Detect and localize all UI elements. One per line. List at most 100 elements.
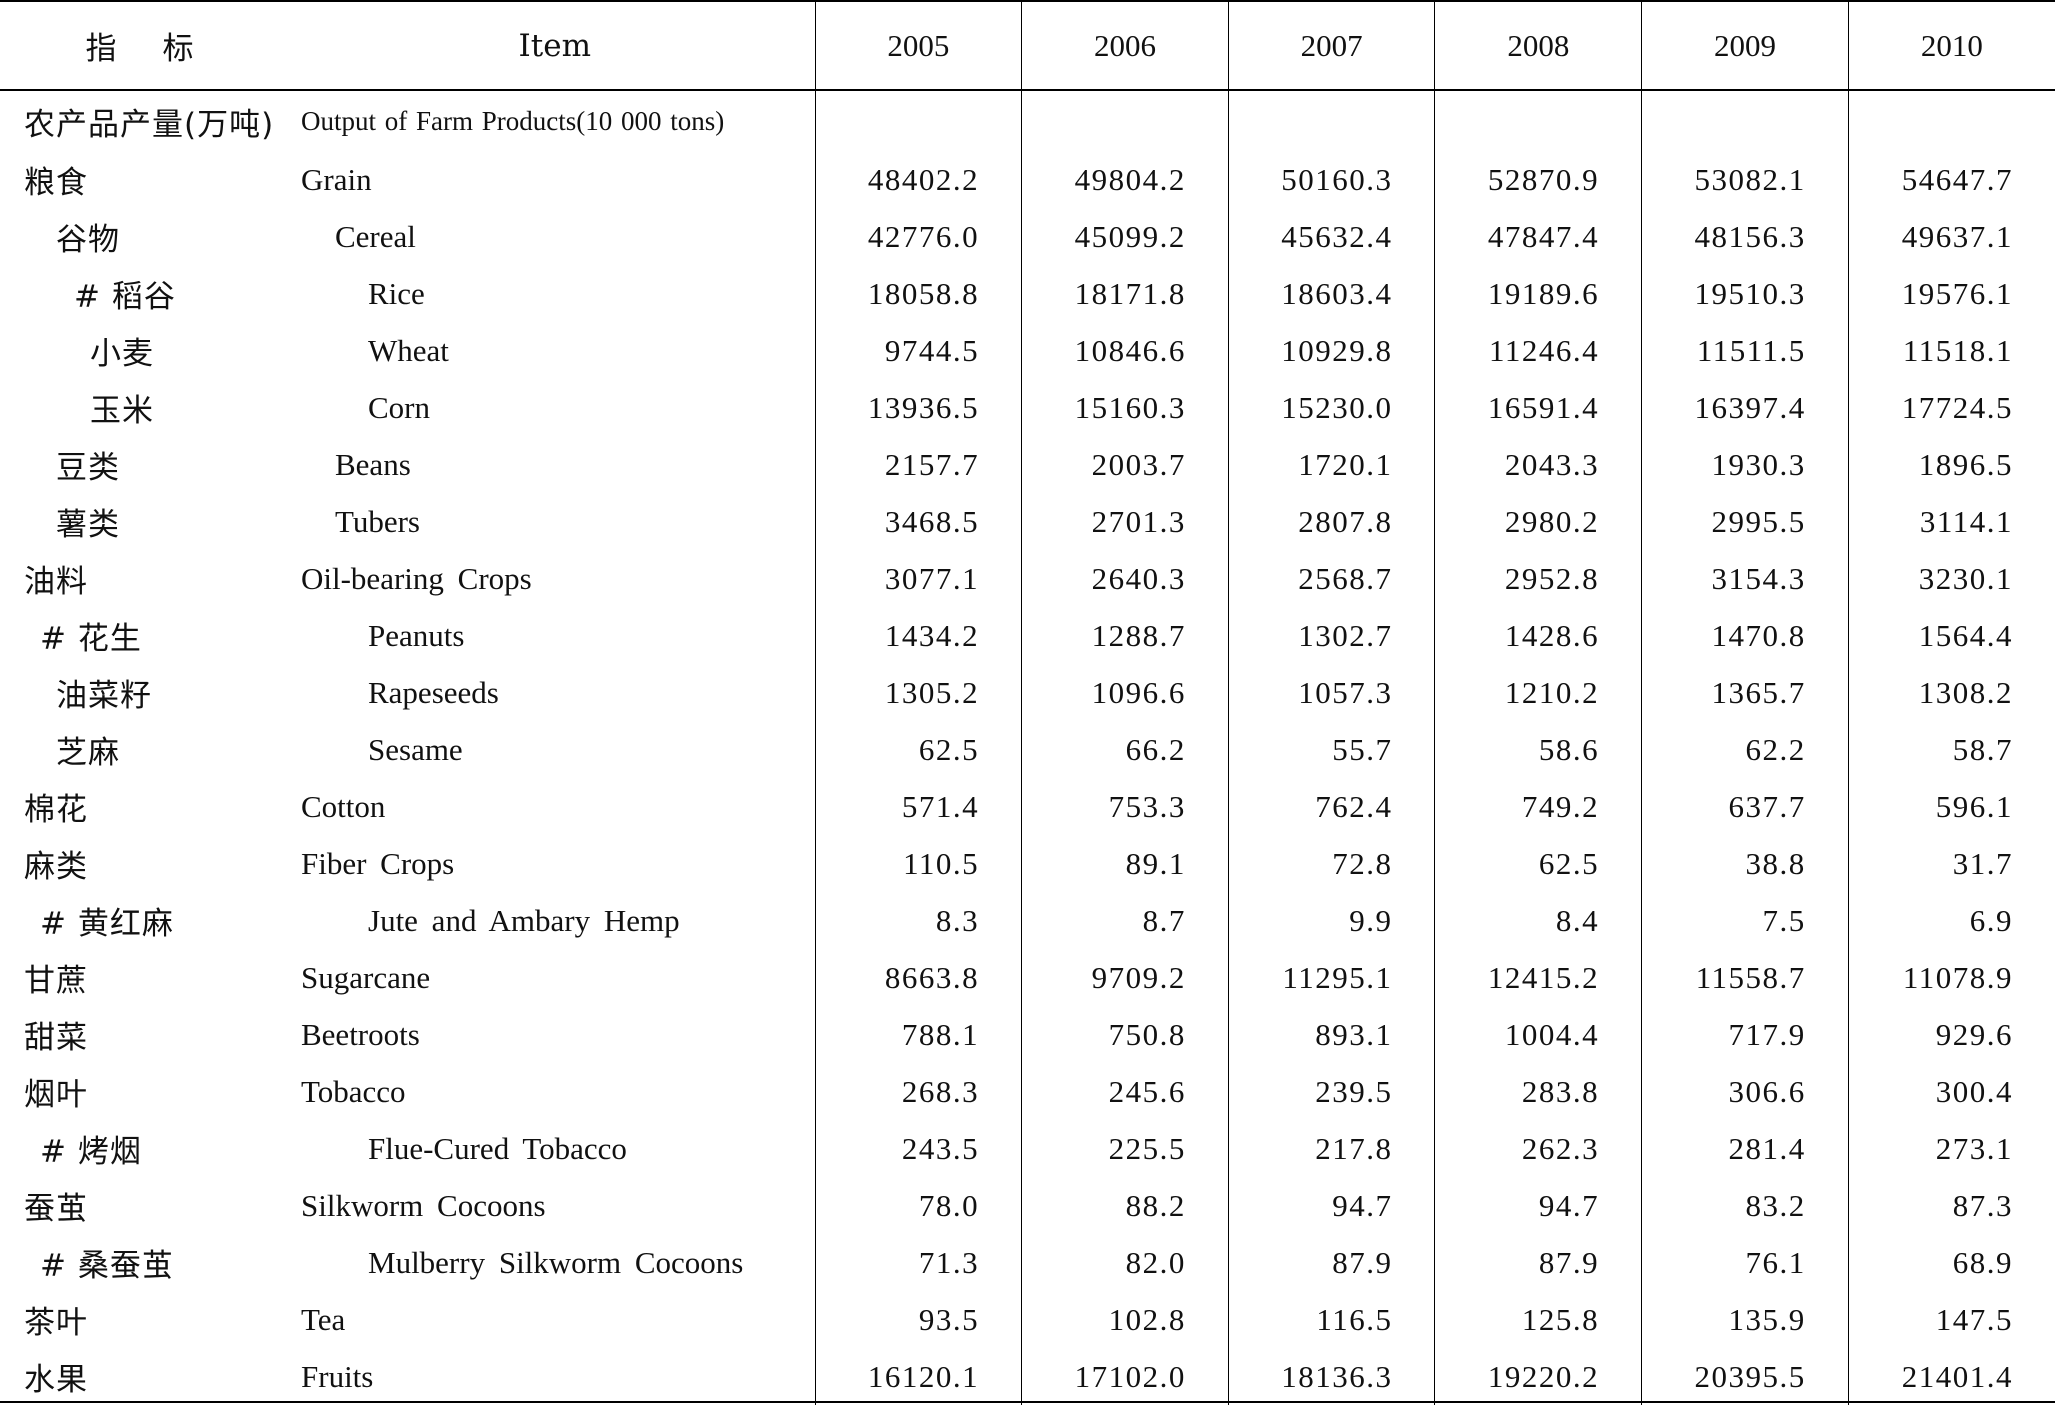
- value-cell: 2952.8: [1434, 550, 1642, 607]
- value-cell: 3114.1: [1847, 493, 2055, 550]
- value-cell: 2995.5: [1641, 493, 1849, 550]
- value-cell: 262.3: [1434, 1120, 1642, 1177]
- value-cell: 72.8: [1227, 835, 1435, 892]
- value-cell: 2807.8: [1227, 493, 1435, 550]
- table-row: # 烤烟 Flue-Cured Tobacco 243.5 225.5 217.8 262…: [0, 1120, 2055, 1177]
- value-cell: 788.1: [814, 1006, 1022, 1063]
- value-cell: 9.9: [1227, 892, 1435, 949]
- indicator-zh-cell: # 稻谷: [74, 279, 176, 315]
- indicator-zh-cell: # 黄红麻: [40, 906, 174, 942]
- value-cell: 893.1: [1227, 1006, 1435, 1063]
- value-cell: 11246.4: [1434, 322, 1642, 379]
- value-cell: 1288.7: [1021, 607, 1229, 664]
- indicator-zh-cell: 甜菜: [24, 1020, 88, 1056]
- value-cell: 13936.5: [814, 379, 1022, 436]
- table-row: # 黄红麻 Jute and Ambary Hemp 8.3 8.7 9.9 8.4 7.5…: [0, 892, 2055, 949]
- item-en-cell: Beetroots: [301, 1016, 420, 1052]
- value-cell: 2043.3: [1434, 436, 1642, 493]
- value-cell: 8663.8: [814, 949, 1022, 1006]
- value-cell: 762.4: [1227, 778, 1435, 835]
- indicator-zh-cell: 棉花: [24, 792, 88, 828]
- value-cell: 89.1: [1021, 835, 1229, 892]
- value-cell: 2003.7: [1021, 436, 1229, 493]
- table-row: 小麦 Wheat 9744.5 10846.6 10929.8 11246.4 11511.…: [0, 322, 2055, 379]
- value-cell: [1227, 90, 1435, 151]
- table-row: # 桑蚕茧 Mulberry Silkworm Cocoons 71.3 82.0 87…: [0, 1234, 2055, 1291]
- value-cell: 2568.7: [1227, 550, 1435, 607]
- item-en-cell: Cereal: [335, 218, 416, 254]
- value-cell: [1434, 90, 1642, 151]
- value-cell: 7.5: [1641, 892, 1849, 949]
- indicator-zh-cell: 茶叶: [24, 1305, 88, 1341]
- indicator-zh-cell: 蚕茧: [24, 1191, 88, 1227]
- value-cell: 11518.1: [1847, 322, 2055, 379]
- table-row: 烟叶 Tobacco 268.3 245.6 239.5 283.8 306.6 300.4: [0, 1063, 2055, 1120]
- indicator-zh-cell: # 桑蚕茧: [40, 1248, 174, 1284]
- indicator-zh-cell: 玉米: [90, 393, 154, 429]
- value-cell: 58.7: [1847, 721, 2055, 778]
- indicator-zh-cell: 谷物: [56, 222, 120, 258]
- value-cell: 21401.4: [1847, 1348, 2055, 1405]
- table-row: 粮食 Grain 48402.2 49804.2 50160.3 52870.9 53082…: [0, 151, 2055, 208]
- value-cell: 16397.4: [1641, 379, 1849, 436]
- value-cell: 83.2: [1641, 1177, 1849, 1234]
- value-cell: 93.5: [814, 1291, 1022, 1348]
- value-cell: 18171.8: [1021, 265, 1229, 322]
- value-cell: 1930.3: [1641, 436, 1849, 493]
- indicator-zh-cell: # 花生: [40, 621, 142, 657]
- header-row: 指标 Item 2005 2006 2007 2008 2009 2010: [0, 2, 2055, 91]
- value-cell: 717.9: [1641, 1006, 1849, 1063]
- value-cell: 1428.6: [1434, 607, 1642, 664]
- value-cell: 571.4: [814, 778, 1022, 835]
- item-en-cell: Tubers: [335, 503, 420, 539]
- value-cell: 2157.7: [814, 436, 1022, 493]
- value-cell: 281.4: [1641, 1120, 1849, 1177]
- value-cell: 18058.8: [814, 265, 1022, 322]
- item-en-cell: Fruits: [301, 1358, 374, 1394]
- indicator-zh-cell: 水果: [24, 1362, 88, 1398]
- value-cell: 18136.3: [1227, 1348, 1435, 1405]
- table-row: 油料 Oil-bearing Crops 3077.1 2640.3 2568.7 295…: [0, 550, 2055, 607]
- indicator-zh-cell: 油料: [24, 564, 88, 600]
- value-cell: 1308.2: [1847, 664, 2055, 721]
- table-row: 蚕茧 Silkworm Cocoons 78.0 88.2 94.7 94.7 83.2 87…: [0, 1177, 2055, 1234]
- value-cell: 58.6: [1434, 721, 1642, 778]
- value-cell: 52870.9: [1434, 151, 1642, 208]
- item-en-cell: Corn: [368, 389, 430, 425]
- table-row: 芝麻 Sesame 62.5 66.2 55.7 58.6 62.2 58.7: [0, 721, 2055, 778]
- value-cell: 87.9: [1227, 1234, 1435, 1291]
- indicator-zh-cell: # 烤烟: [40, 1134, 142, 1170]
- table-row: 农产品产量(万吨) Output of Farm Products(10 000 …: [0, 90, 2055, 151]
- table-row: 水果 Fruits 16120.1 17102.0 18136.3 19220.2 2039…: [0, 1348, 2055, 1405]
- value-cell: 3154.3: [1641, 550, 1849, 607]
- value-cell: 1096.6: [1021, 664, 1229, 721]
- value-cell: 42776.0: [814, 208, 1022, 265]
- value-cell: 12415.2: [1434, 949, 1642, 1006]
- value-cell: 1564.4: [1847, 607, 2055, 664]
- item-en-cell: Jute and Ambary Hemp: [368, 902, 680, 938]
- value-cell: 596.1: [1847, 778, 2055, 835]
- indicator-zh-cell: 麻类: [24, 849, 88, 885]
- value-cell: 19189.6: [1434, 265, 1642, 322]
- header-item-en: Item: [295, 2, 816, 91]
- value-cell: 62.2: [1641, 721, 1849, 778]
- value-cell: 147.5: [1847, 1291, 2055, 1348]
- table-row: 油菜籽 Rapeseeds 1305.2 1096.6 1057.3 1210.2 1365…: [0, 664, 2055, 721]
- indicator-zh-cell: 小麦: [90, 336, 154, 372]
- value-cell: 31.7: [1847, 835, 2055, 892]
- value-cell: 16591.4: [1434, 379, 1642, 436]
- value-cell: 18603.4: [1227, 265, 1435, 322]
- value-cell: 1434.2: [814, 607, 1022, 664]
- value-cell: 68.9: [1847, 1234, 2055, 1291]
- value-cell: 45632.4: [1227, 208, 1435, 265]
- value-cell: 62.5: [1434, 835, 1642, 892]
- indicator-zh-cell: 芝麻: [56, 735, 120, 771]
- item-en-cell: Sugarcane: [301, 959, 431, 995]
- indicator-zh-cell: 薯类: [56, 507, 120, 543]
- table-row: # 稻谷 Rice 18058.8 18171.8 18603.4 19189.6 1951…: [0, 265, 2055, 322]
- header-year: 2010: [1847, 2, 2055, 91]
- item-en-cell: Peanuts: [368, 617, 465, 653]
- value-cell: 38.8: [1641, 835, 1849, 892]
